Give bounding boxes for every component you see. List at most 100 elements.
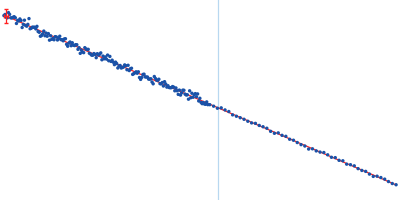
Point	[194, 92, 201, 96]
Point	[237, 116, 244, 119]
Point	[207, 103, 213, 106]
Point	[374, 175, 380, 178]
Point	[67, 40, 73, 44]
Point	[84, 48, 90, 51]
Point	[85, 48, 92, 51]
Point	[200, 101, 206, 104]
Point	[14, 19, 21, 22]
Point	[25, 23, 31, 26]
Point	[77, 52, 84, 55]
Point	[58, 38, 64, 41]
Point	[309, 147, 316, 150]
Point	[279, 134, 285, 137]
Point	[382, 178, 388, 181]
Point	[79, 50, 86, 53]
Point	[313, 149, 320, 153]
Point	[169, 85, 176, 88]
Point	[271, 132, 278, 135]
Point	[159, 81, 166, 84]
Point	[182, 92, 188, 96]
Point	[321, 151, 327, 154]
Point	[51, 38, 57, 41]
Point	[188, 96, 194, 99]
Point	[122, 63, 128, 67]
Point	[29, 26, 36, 29]
Point	[218, 106, 224, 109]
Point	[75, 48, 81, 51]
Point	[50, 37, 56, 40]
Point	[78, 49, 84, 52]
Point	[260, 125, 266, 128]
Point	[56, 36, 62, 40]
Point	[324, 153, 331, 156]
Point	[123, 64, 129, 67]
Point	[173, 86, 179, 90]
Point	[192, 92, 198, 95]
Point	[110, 61, 116, 64]
Point	[252, 122, 259, 125]
Point	[72, 43, 79, 46]
Point	[34, 25, 40, 28]
Point	[48, 38, 55, 41]
Point	[28, 27, 34, 30]
Point	[241, 118, 247, 121]
Point	[186, 89, 193, 92]
Point	[183, 93, 189, 97]
Point	[4, 16, 10, 19]
Point	[119, 66, 126, 69]
Point	[94, 52, 100, 55]
Point	[42, 34, 48, 37]
Point	[275, 131, 282, 134]
Point	[38, 34, 45, 37]
Point	[264, 127, 270, 130]
Point	[114, 62, 120, 65]
Point	[172, 89, 178, 92]
Point	[111, 63, 118, 66]
Point	[389, 182, 396, 185]
Point	[167, 86, 174, 89]
Point	[385, 180, 392, 183]
Point	[198, 101, 204, 104]
Point	[138, 76, 145, 79]
Point	[135, 70, 142, 73]
Point	[154, 79, 161, 82]
Point	[20, 23, 26, 26]
Point	[117, 64, 123, 67]
Point	[127, 67, 134, 70]
Point	[146, 78, 152, 81]
Point	[152, 77, 159, 80]
Point	[150, 82, 156, 85]
Point	[146, 78, 153, 81]
Point	[126, 69, 132, 72]
Point	[93, 56, 99, 59]
Point	[136, 76, 143, 79]
Point	[168, 86, 174, 89]
Point	[40, 29, 47, 33]
Point	[100, 54, 106, 58]
Point	[130, 72, 137, 75]
Point	[164, 86, 170, 89]
Point	[86, 52, 92, 55]
Point	[66, 42, 72, 45]
Point	[82, 46, 88, 49]
Point	[74, 43, 80, 46]
Point	[133, 70, 139, 73]
Point	[378, 176, 384, 179]
Point	[153, 79, 160, 82]
Point	[233, 115, 240, 118]
Point	[40, 32, 46, 35]
Point	[80, 51, 87, 54]
Point	[175, 93, 182, 96]
Point	[144, 75, 151, 79]
Point	[165, 84, 171, 87]
Point	[71, 44, 78, 47]
Point	[189, 92, 195, 95]
Point	[245, 120, 251, 123]
Point	[210, 105, 217, 108]
Point	[88, 54, 95, 57]
Point	[222, 108, 228, 112]
Point	[268, 130, 274, 133]
Point	[351, 164, 358, 167]
Point	[138, 78, 144, 81]
Point	[44, 35, 50, 38]
